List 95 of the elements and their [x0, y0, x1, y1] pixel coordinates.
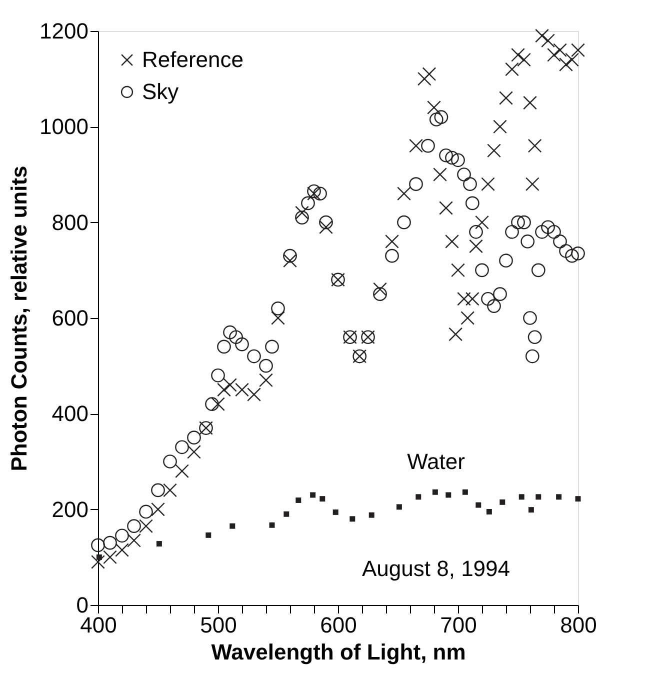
point — [259, 373, 273, 388]
point — [396, 504, 402, 510]
point — [541, 34, 555, 48]
point — [457, 292, 471, 306]
point — [163, 483, 177, 498]
point — [451, 263, 465, 278]
point — [416, 494, 422, 500]
point — [559, 58, 573, 72]
y-tick-label: 1200 — [40, 18, 88, 44]
point — [230, 523, 236, 529]
point — [296, 498, 302, 503]
point — [571, 43, 585, 58]
point — [553, 43, 567, 58]
point — [295, 206, 309, 220]
point — [499, 91, 513, 105]
point — [397, 186, 411, 201]
point — [320, 496, 326, 502]
point — [206, 532, 212, 538]
y-tick-label: 400 — [52, 401, 88, 426]
point — [271, 311, 285, 325]
point — [462, 489, 468, 495]
point — [528, 507, 534, 513]
point — [486, 508, 492, 514]
point — [269, 522, 275, 528]
point — [199, 421, 213, 435]
x-tick-label: 500 — [200, 612, 237, 638]
point — [247, 388, 261, 402]
point — [156, 541, 162, 547]
annotation: Water — [407, 449, 465, 474]
point — [493, 120, 507, 134]
point — [547, 48, 561, 62]
point — [307, 186, 321, 201]
point — [528, 138, 542, 153]
point — [481, 177, 495, 191]
point — [565, 52, 579, 67]
x-tick-label: 800 — [560, 612, 597, 638]
point — [536, 494, 542, 500]
point — [352, 349, 367, 364]
point — [432, 489, 438, 495]
point — [448, 327, 463, 342]
point — [139, 519, 153, 533]
point — [517, 52, 531, 67]
point — [373, 282, 387, 296]
point — [427, 100, 441, 114]
point — [445, 234, 459, 248]
point — [518, 494, 524, 500]
point — [469, 239, 483, 254]
point — [500, 499, 506, 505]
point — [91, 555, 105, 569]
point — [417, 72, 432, 86]
point — [465, 292, 480, 306]
point — [331, 272, 345, 287]
point — [475, 215, 489, 230]
y-tick-label: 600 — [52, 306, 88, 330]
point — [422, 67, 436, 81]
point — [511, 48, 525, 62]
point — [505, 62, 519, 76]
point — [343, 330, 357, 344]
x-axis-title: Wavelength of Light, nm — [211, 640, 466, 664]
legend-label: Sky — [142, 79, 179, 104]
point — [96, 554, 102, 560]
point — [223, 378, 237, 392]
point — [350, 516, 356, 522]
point — [151, 502, 165, 516]
y-tick-label: 1000 — [40, 114, 88, 140]
point — [433, 168, 447, 182]
point — [556, 494, 562, 500]
point — [385, 234, 399, 248]
x-tick-label: 700 — [440, 612, 477, 638]
point — [487, 144, 501, 158]
annotation: August 8, 1994 — [362, 556, 510, 581]
x-tick-label: 600 — [320, 612, 357, 638]
point — [103, 550, 117, 564]
point — [446, 492, 452, 498]
point — [310, 492, 316, 498]
point — [368, 512, 374, 518]
point — [284, 511, 290, 517]
point — [409, 138, 423, 153]
point — [523, 96, 537, 110]
point — [439, 201, 453, 215]
legend-label: Reference — [142, 47, 244, 72]
point — [217, 382, 231, 397]
point — [361, 330, 375, 344]
point — [535, 28, 549, 43]
y-axis-title: Photon Counts, relative units — [6, 166, 32, 472]
point — [460, 311, 475, 325]
point — [175, 464, 189, 478]
point — [235, 382, 249, 397]
point — [476, 502, 482, 508]
y-tick-label: 200 — [52, 496, 88, 522]
point — [575, 496, 581, 502]
point — [211, 397, 225, 412]
point — [332, 509, 338, 515]
point — [525, 177, 540, 191]
y-tick-label: 800 — [52, 210, 88, 235]
